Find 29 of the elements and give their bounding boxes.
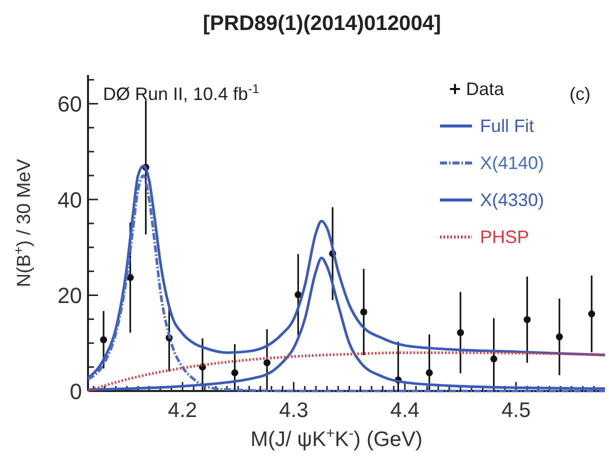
x-tick-label: 4.4: [390, 399, 420, 422]
point: [294, 291, 302, 298]
legend-label: Data: [466, 79, 506, 99]
chart-title: [PRD89(1)(2014)012004]: [202, 12, 442, 35]
point: [490, 355, 498, 362]
y-tick-label: 0: [70, 379, 82, 404]
y-tick-label: 20: [58, 283, 82, 308]
legend-label: X(4330): [480, 190, 544, 210]
point: [524, 316, 531, 324]
point: [264, 359, 271, 366]
point: [456, 329, 464, 336]
legend-label: PHSP: [480, 227, 530, 247]
annotation: DØ Run II, 10.4 fb$^{-1}$: [103, 82, 260, 104]
point: [426, 369, 433, 376]
x-tick-label: 4.5: [501, 399, 531, 422]
y-tick-label: 40: [58, 187, 82, 212]
legend-label: Full Fit: [480, 116, 534, 136]
x-tick-label: 4.2: [168, 399, 198, 422]
point: [588, 310, 596, 318]
y-tick-label: 60: [58, 92, 82, 117]
x-axis-title: M(J/ ψK$^{+}$K$^{-}$) (GeV): [250, 426, 422, 451]
x-tick-label: 4.3: [279, 399, 308, 422]
point: [100, 336, 108, 344]
annotation: (c): [570, 84, 590, 104]
legend-label: X(4140): [480, 153, 544, 173]
point: [360, 308, 368, 316]
point: [231, 369, 238, 376]
point: [126, 274, 134, 282]
point: [556, 333, 563, 340]
